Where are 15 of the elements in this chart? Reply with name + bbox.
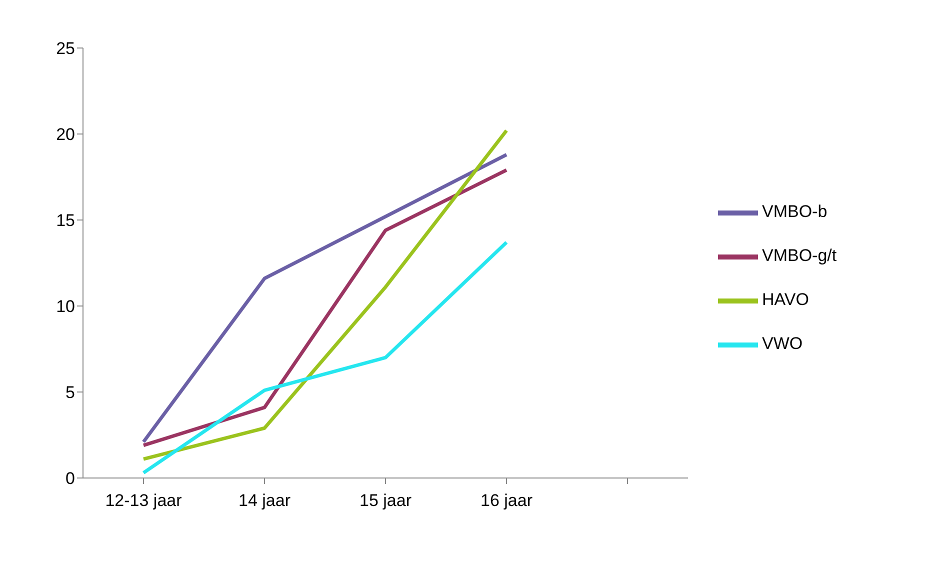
legend-label: VMBO-b: [762, 202, 828, 221]
x-tick-label: 12-13 jaar: [105, 491, 182, 510]
y-tick-label: 15: [56, 211, 75, 230]
x-tick-label: 15 jaar: [360, 491, 412, 510]
legend-label: VWO: [762, 334, 803, 353]
y-tick-label: 25: [56, 39, 75, 58]
x-tick-label: 16 jaar: [480, 491, 533, 510]
y-tick-label: 10: [56, 297, 75, 316]
line-series: [142, 240, 508, 475]
legend-label: HAVO: [762, 290, 809, 309]
y-tick-label: 0: [66, 469, 75, 488]
y-tick-label: 5: [66, 383, 75, 402]
legend-label: VMBO-g/t: [762, 246, 837, 265]
y-tick-label: 20: [56, 125, 75, 144]
x-tick-label: 14 jaar: [238, 491, 291, 510]
